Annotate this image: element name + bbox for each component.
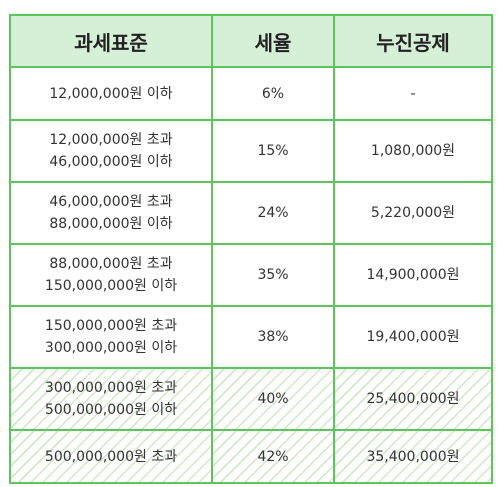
tax-rate-table: 과세표준 세율 누진공제 12,000,000원 이하 6% - 12,000,… bbox=[9, 14, 493, 484]
tax-base-line: 12,000,000원 이하 bbox=[49, 85, 173, 102]
deduction-cell: - bbox=[333, 66, 493, 121]
header-tax-base: 과세표준 bbox=[9, 14, 213, 68]
tax-base-line: 88,000,000원 초과 bbox=[49, 256, 173, 272]
table-row-highlighted: 500,000,000원 초과 42% 35,400,000원 bbox=[9, 429, 493, 484]
tax-base-cell: 12,000,000원 초과 46,000,000원 이하 bbox=[9, 119, 213, 183]
tax-base-line: 300,000,000원 초과 bbox=[44, 380, 178, 396]
tax-base-cell: 150,000,000원 초과 300,000,000원 이하 bbox=[9, 305, 213, 369]
tax-base-line: 46,000,000원 초과 bbox=[49, 194, 173, 210]
deduction-cell: 5,220,000원 bbox=[333, 181, 493, 245]
tax-base-line: 46,000,000원 이하 bbox=[49, 154, 173, 170]
table-row: 46,000,000원 초과 88,000,000원 이하 24% 5,220,… bbox=[9, 181, 493, 245]
deduction-cell: 14,900,000원 bbox=[333, 243, 493, 307]
deduction-cell: 25,400,000원 bbox=[333, 367, 493, 431]
tax-base-cell: 500,000,000원 초과 bbox=[9, 429, 213, 484]
tax-rate-cell: 35% bbox=[211, 243, 335, 307]
deduction-cell: 1,080,000원 bbox=[333, 119, 493, 183]
tax-base-line: 150,000,000원 초과 bbox=[44, 318, 178, 334]
tax-rate-cell: 15% bbox=[211, 119, 335, 183]
tax-rate-cell: 38% bbox=[211, 305, 335, 369]
deduction-cell: 19,400,000원 bbox=[333, 305, 493, 369]
deduction-cell: 35,400,000원 bbox=[333, 429, 493, 484]
table-header-row: 과세표준 세율 누진공제 bbox=[9, 14, 493, 68]
tax-base-cell: 88,000,000원 초과 150,000,000원 이하 bbox=[9, 243, 213, 307]
tax-base-line: 12,000,000원 초과 bbox=[49, 132, 173, 148]
table-row: 12,000,000원 초과 46,000,000원 이하 15% 1,080,… bbox=[9, 119, 493, 183]
header-tax-rate: 세율 bbox=[211, 14, 335, 68]
header-progressive-deduction: 누진공제 bbox=[333, 14, 493, 68]
tax-rate-cell: 42% bbox=[211, 429, 335, 484]
table-row: 88,000,000원 초과 150,000,000원 이하 35% 14,90… bbox=[9, 243, 493, 307]
tax-base-line: 88,000,000원 이하 bbox=[49, 216, 173, 232]
tax-base-cell: 300,000,000원 초과 500,000,000원 이하 bbox=[9, 367, 213, 431]
table-row: 12,000,000원 이하 6% - bbox=[9, 66, 493, 121]
tax-base-line: 300,000,000원 이하 bbox=[44, 340, 178, 356]
tax-base-line: 150,000,000원 이하 bbox=[44, 278, 178, 294]
tax-rate-cell: 40% bbox=[211, 367, 335, 431]
tax-rate-cell: 6% bbox=[211, 66, 335, 121]
tax-base-line: 500,000,000원 초과 bbox=[44, 448, 178, 465]
tax-base-line: 500,000,000원 이하 bbox=[44, 402, 178, 418]
table-row: 150,000,000원 초과 300,000,000원 이하 38% 19,4… bbox=[9, 305, 493, 369]
tax-rate-cell: 24% bbox=[211, 181, 335, 245]
tax-base-cell: 46,000,000원 초과 88,000,000원 이하 bbox=[9, 181, 213, 245]
tax-base-cell: 12,000,000원 이하 bbox=[9, 66, 213, 121]
table-row-highlighted: 300,000,000원 초과 500,000,000원 이하 40% 25,4… bbox=[9, 367, 493, 431]
